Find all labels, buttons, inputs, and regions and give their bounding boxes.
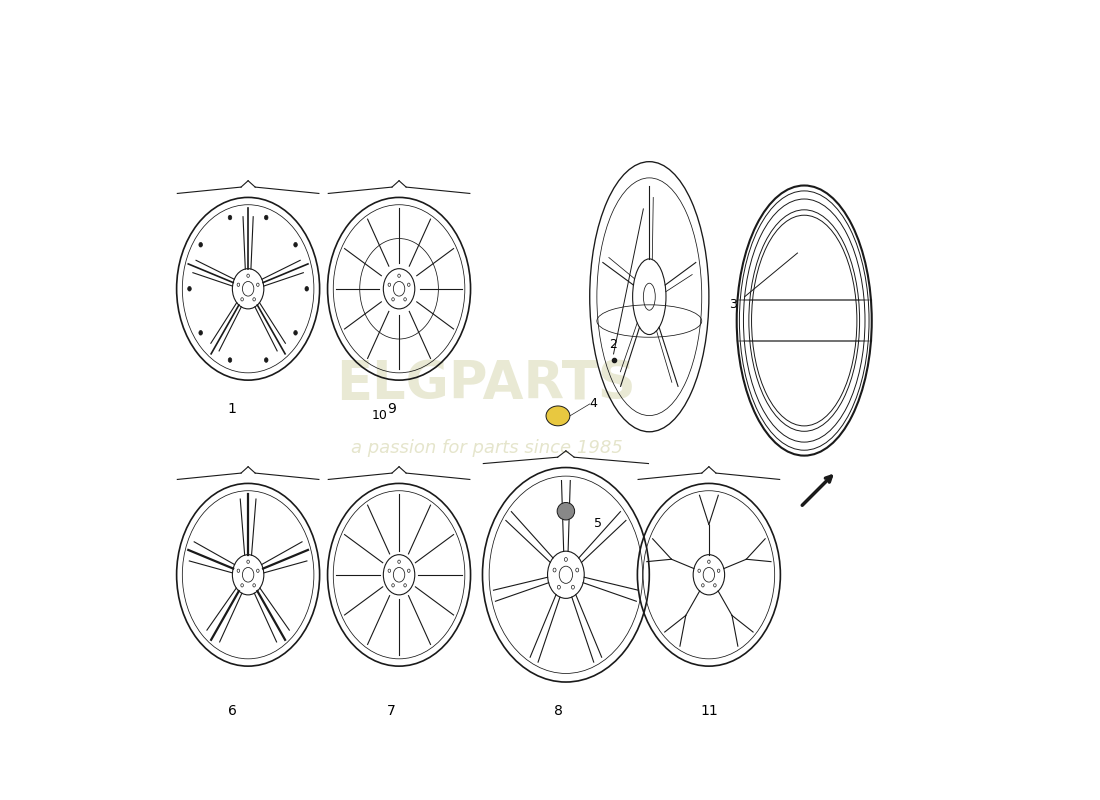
Text: 9: 9 (387, 402, 396, 416)
Text: 10: 10 (372, 410, 387, 422)
Ellipse shape (264, 215, 268, 220)
Text: 2: 2 (609, 338, 617, 351)
Text: 5: 5 (594, 517, 602, 530)
Ellipse shape (199, 242, 202, 247)
Ellipse shape (228, 358, 232, 362)
Ellipse shape (228, 215, 232, 220)
Text: 3: 3 (729, 298, 737, 311)
Text: ELGPARTS: ELGPARTS (337, 358, 636, 410)
Text: 8: 8 (553, 704, 562, 718)
Ellipse shape (264, 358, 268, 362)
Ellipse shape (294, 330, 297, 335)
Text: 4: 4 (590, 398, 597, 410)
Text: 7: 7 (387, 704, 396, 718)
Ellipse shape (294, 242, 297, 247)
Ellipse shape (557, 502, 574, 520)
Ellipse shape (546, 406, 570, 426)
Text: 1: 1 (228, 402, 236, 416)
Text: 6: 6 (228, 704, 236, 718)
Text: a passion for parts since 1985: a passion for parts since 1985 (351, 438, 623, 457)
Ellipse shape (305, 286, 308, 291)
Text: 11: 11 (700, 704, 718, 718)
Ellipse shape (199, 330, 202, 335)
Ellipse shape (188, 286, 191, 291)
